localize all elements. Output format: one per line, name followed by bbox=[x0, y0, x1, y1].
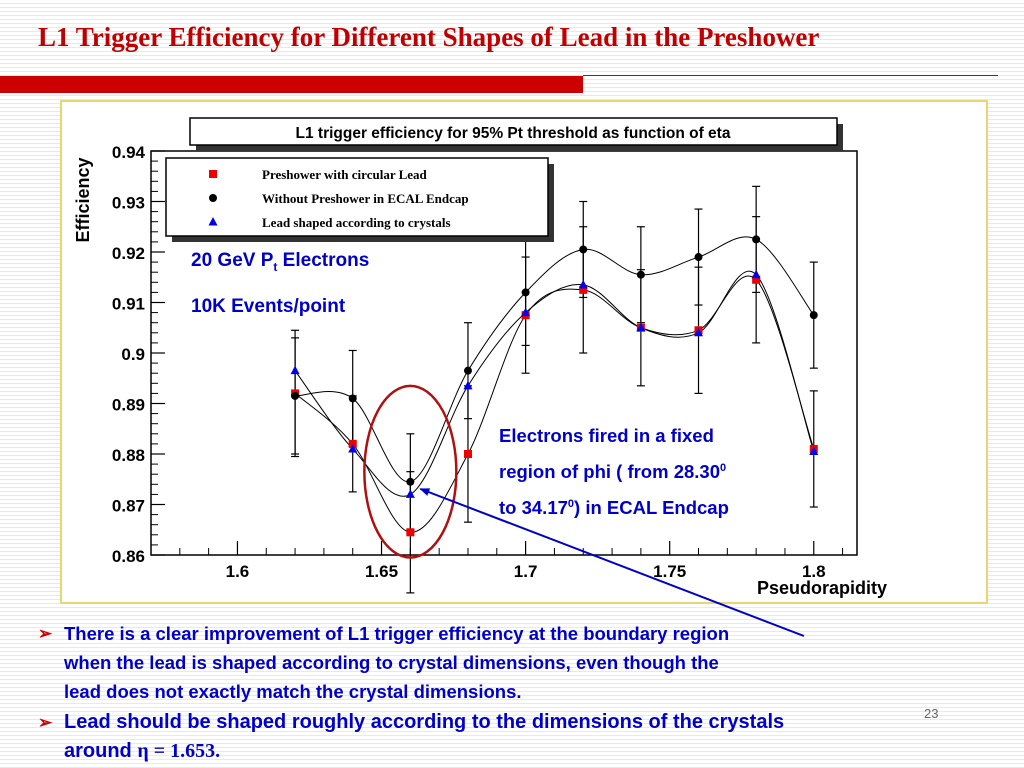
y-tick-label: 0.9 bbox=[121, 345, 145, 364]
conclusion-bullets: ➢ There is a clear improvement of L1 tri… bbox=[38, 619, 998, 766]
data-point-triangle bbox=[809, 446, 819, 455]
highlight-ellipse bbox=[363, 384, 458, 559]
data-point-triangle bbox=[348, 443, 358, 453]
bullet-item: ➢ Lead should be shaped roughly accordin… bbox=[38, 708, 998, 766]
data-point-square bbox=[752, 275, 761, 284]
data-point-triangle bbox=[405, 489, 415, 498]
beam-energy-annotation: 20 GeV Pt Electrons bbox=[191, 250, 370, 274]
slide-title: L1 Trigger Efficiency for Different Shap… bbox=[38, 22, 820, 52]
x-axis-label: Pseudorapidity bbox=[757, 578, 887, 598]
arrow-bullet-icon: ➢ bbox=[38, 624, 53, 643]
data-point-circle bbox=[463, 366, 472, 375]
data-point-circle bbox=[406, 477, 415, 486]
data-point-square bbox=[406, 528, 415, 537]
data-point-triangle bbox=[521, 307, 531, 317]
events-annotation: 10K Events/point bbox=[191, 296, 346, 317]
arrow-bullet-icon: ➢ bbox=[38, 713, 53, 732]
x-tick-label: 1.7 bbox=[514, 562, 538, 581]
series-curve-0 bbox=[294, 275, 815, 533]
series-curve-2 bbox=[294, 270, 815, 497]
data-point-circle bbox=[348, 394, 357, 403]
data-point-square bbox=[463, 450, 472, 458]
title-accent-line bbox=[583, 75, 998, 76]
title-accent-bar bbox=[0, 76, 583, 93]
y-tick-label: 0.91 bbox=[112, 295, 145, 314]
data-point-circle bbox=[809, 311, 818, 320]
data-point-circle bbox=[752, 235, 761, 244]
x-tick-label: 1.75 bbox=[653, 562, 686, 581]
y-tick-label: 0.94 bbox=[112, 143, 146, 162]
y-tick-label: 0.88 bbox=[112, 446, 145, 465]
x-tick-label: 1.65 bbox=[365, 562, 398, 581]
series-curve-1 bbox=[295, 236, 815, 483]
x-tick-label: 1.8 bbox=[802, 562, 826, 581]
legend-entry: Lead shaped according to crystals bbox=[262, 215, 451, 230]
data-point-circle bbox=[636, 270, 645, 279]
data-point-triangle bbox=[636, 322, 646, 332]
data-point-triangle bbox=[290, 365, 300, 375]
y-tick-label: 0.92 bbox=[112, 244, 145, 263]
phi-region-annotation: Electrons fired in a fixed region of phi… bbox=[499, 425, 729, 519]
legend-marker-triangle bbox=[208, 217, 218, 226]
annotation-arrow bbox=[419, 487, 805, 637]
data-point-triangle bbox=[578, 279, 588, 289]
data-point-circle bbox=[291, 391, 300, 400]
data-point-triangle bbox=[751, 269, 761, 279]
legend-marker-circle bbox=[209, 194, 217, 202]
legend-entry: Preshower with circular Lead bbox=[262, 167, 428, 182]
chart-title-box bbox=[189, 117, 838, 146]
data-point-triangle bbox=[463, 380, 473, 390]
data-point-triangle bbox=[694, 327, 704, 337]
legend-box bbox=[165, 157, 549, 237]
data-point-circle bbox=[579, 245, 588, 254]
y-tick-label: 0.86 bbox=[112, 547, 145, 566]
y-tick-label: 0.93 bbox=[112, 194, 145, 213]
y-axis-label: Efficiency bbox=[73, 157, 93, 242]
x-tick-label: 1.6 bbox=[226, 562, 250, 581]
bullet-item: ➢ There is a clear improvement of L1 tri… bbox=[38, 619, 998, 706]
legend-marker-square bbox=[209, 170, 217, 178]
legend-entry: Without Preshower in ECAL Endcap bbox=[262, 191, 469, 206]
data-point-circle bbox=[694, 253, 703, 262]
data-point-square bbox=[579, 285, 588, 294]
y-tick-label: 0.89 bbox=[112, 396, 145, 415]
page-number: 23 bbox=[924, 706, 939, 721]
y-tick-label: 0.87 bbox=[112, 497, 145, 516]
data-point-circle bbox=[521, 288, 530, 297]
data-point-square bbox=[348, 439, 357, 448]
chart-title: L1 trigger efficiency for 95% Pt thresho… bbox=[296, 125, 731, 142]
